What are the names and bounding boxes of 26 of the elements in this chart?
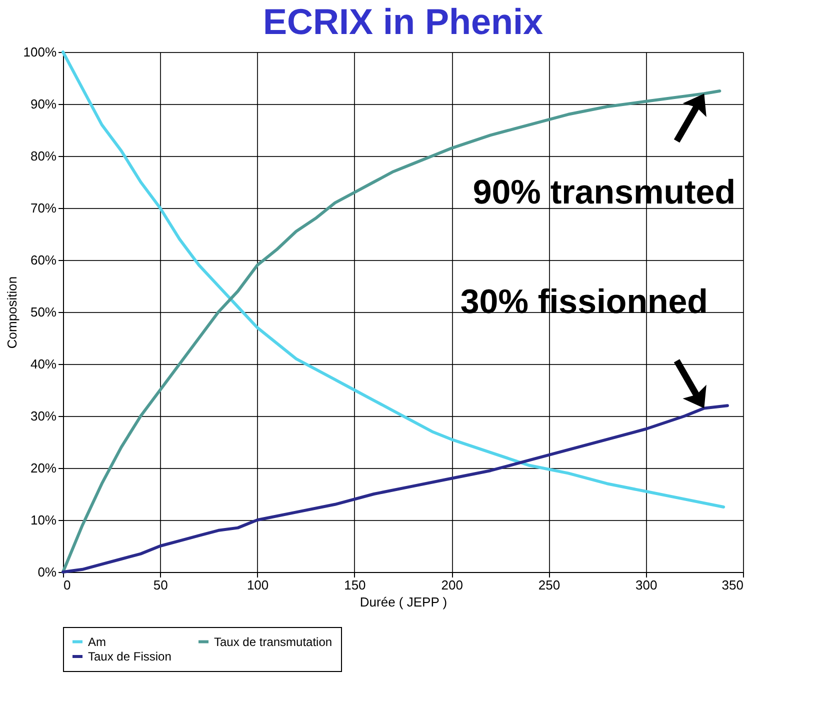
x-tick-label: 100 <box>246 578 269 592</box>
y-tick-label: 0% <box>38 564 57 580</box>
y-tick-label: 90% <box>30 96 57 112</box>
y-tick-label: 40% <box>30 356 57 372</box>
x-tick-label: 250 <box>538 578 560 592</box>
legend-label: Am <box>88 634 106 649</box>
chart-title: ECRIX in Phenix <box>262 1 544 42</box>
x-tick-label: 50 <box>153 578 168 592</box>
x-tick-label: 0 <box>64 578 71 592</box>
y-tick-label: 50% <box>30 304 57 320</box>
x-axis-title: Durée ( JEPP ) <box>360 594 448 610</box>
y-tick-label: 70% <box>30 200 57 216</box>
y-tick-label: 10% <box>30 512 57 528</box>
legend-label: Taux de transmutation <box>214 634 332 649</box>
y-tick-label: 60% <box>30 252 57 268</box>
y-axis-title: Composition <box>4 276 20 349</box>
y-tick-label: 100% <box>23 44 57 60</box>
line-series <box>62 404 729 574</box>
y-tick-label: 20% <box>30 460 57 476</box>
x-tick-label: 300 <box>636 578 658 592</box>
x-tick-label: 350 <box>722 578 744 592</box>
y-tick-label: 80% <box>30 148 57 164</box>
x-tick-label: 150 <box>344 578 366 592</box>
x-tick-label: 200 <box>441 578 463 592</box>
y-tick-label: 30% <box>30 408 57 424</box>
legend-label: Taux de Fission <box>88 650 172 664</box>
